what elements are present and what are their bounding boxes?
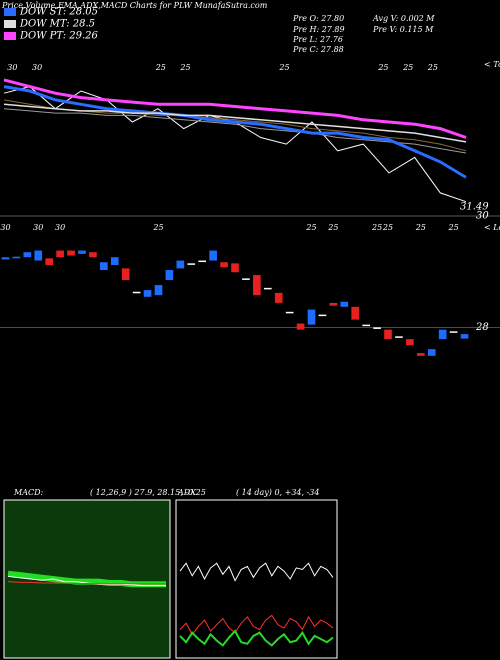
- x-tick-label: 30: [7, 63, 17, 72]
- x-tick-label: 30: [33, 223, 43, 232]
- candle-body: [209, 250, 217, 261]
- candle-body: [165, 270, 174, 281]
- candle-body: [329, 302, 338, 306]
- candle-body: [274, 292, 283, 303]
- y-tick-label: 28: [475, 322, 489, 333]
- candle-body: [110, 257, 119, 266]
- candle-body: [416, 353, 425, 356]
- candle-body: [23, 252, 32, 258]
- x-tick-label: 25: [371, 223, 382, 232]
- candle-body: [45, 258, 54, 266]
- x-tick-label: 25: [152, 223, 163, 232]
- candle-body: [263, 287, 272, 290]
- stat: Pre O: 27.80: [292, 14, 344, 23]
- candle-body: [318, 314, 327, 317]
- candle-body: [78, 250, 86, 254]
- x-tick-label: 25: [448, 223, 459, 232]
- candle-body: [296, 323, 305, 330]
- series-line: [7, 570, 166, 588]
- legend-entry: DOW ST: 28.05: [19, 7, 98, 18]
- candle-body: [121, 268, 130, 281]
- panel-params: ( 12,26,9 ) 27.9, 28.15, -0.25: [90, 488, 206, 497]
- candle-body: [395, 336, 403, 338]
- volume-stat: Pre V: 0.115 M: [372, 25, 434, 34]
- candle-body: [438, 329, 447, 340]
- stat: Pre H: 27.89: [292, 25, 345, 34]
- x-tick-label: 30: [32, 63, 42, 72]
- panel-params: ( 14 day) 0, +34, -34: [236, 488, 320, 497]
- x-tick-label: 30: [55, 223, 65, 232]
- series-line: [179, 562, 334, 582]
- x-tick-label: 25: [179, 63, 190, 72]
- candle-body: [176, 260, 185, 269]
- series-line: [3, 103, 467, 143]
- page-title: Price,Volume,EMA,ADX,MACD Charts for PLW…: [1, 1, 268, 10]
- candle-body: [406, 339, 414, 346]
- series-line: [3, 78, 467, 139]
- volume-stat: Avg V: 0.002 M: [372, 14, 435, 23]
- x-tick-label: 30: [0, 223, 10, 232]
- series-line: [179, 614, 334, 636]
- series-line: [7, 581, 166, 585]
- legend-swatch: [4, 32, 16, 40]
- panel-label: ADX: [177, 488, 196, 497]
- candle-body: [220, 262, 228, 268]
- candle-body: [34, 250, 43, 261]
- candle-body: [373, 327, 381, 329]
- x-tick-label: 25: [305, 223, 316, 232]
- x-tick-label: 25: [382, 223, 393, 232]
- series-line: [3, 108, 467, 154]
- candle-body: [253, 275, 261, 296]
- legend-entry: DOW PT: 29.26: [19, 31, 99, 42]
- candle-body: [231, 263, 239, 273]
- lows-label: < Lows: [484, 223, 500, 232]
- series-line: [179, 629, 334, 647]
- candle-body: [460, 334, 469, 339]
- candle-body: [427, 349, 436, 356]
- candle-body: [187, 263, 196, 265]
- legend-swatch: [4, 8, 16, 16]
- candle-body: [67, 250, 75, 256]
- series-line: [3, 85, 467, 179]
- x-tick-label: 25: [278, 63, 289, 72]
- candle-body: [362, 324, 370, 327]
- x-tick-label: 25: [415, 223, 426, 232]
- candle-body: [154, 285, 163, 296]
- candle-body: [143, 290, 152, 297]
- candle-body: [285, 311, 294, 314]
- candle-body: [384, 329, 392, 340]
- candle-body: [242, 278, 250, 280]
- x-tick-label: 25: [402, 63, 413, 72]
- candle-body: [340, 301, 349, 307]
- x-tick-label: 25: [155, 63, 166, 72]
- panel-label: MACD:: [13, 488, 44, 497]
- candle-body: [351, 306, 360, 320]
- candle-body: [100, 262, 108, 271]
- candle-body: [198, 260, 207, 263]
- x-tick-label: 25: [427, 63, 438, 72]
- panel-background: [175, 499, 338, 659]
- price-label: 31.49: [460, 202, 489, 213]
- x-tick-label: 25: [377, 63, 388, 72]
- candle-body: [1, 257, 10, 260]
- candle-body: [56, 250, 64, 258]
- candle-body: [12, 256, 21, 259]
- candle-body: [449, 331, 458, 333]
- candle-body: [132, 291, 141, 294]
- candle-body: [307, 309, 316, 325]
- x-tick-label: 25: [327, 223, 338, 232]
- legend-swatch: [4, 20, 16, 28]
- y-tick-label: 30: [476, 211, 489, 222]
- legend-entry: DOW MT: 28.5: [19, 19, 95, 30]
- stat: Pre C: 27.88: [292, 45, 344, 54]
- stat: Pre L: 27.76: [292, 35, 343, 44]
- tops-label: < Tops: [484, 60, 500, 69]
- candle-body: [89, 252, 97, 258]
